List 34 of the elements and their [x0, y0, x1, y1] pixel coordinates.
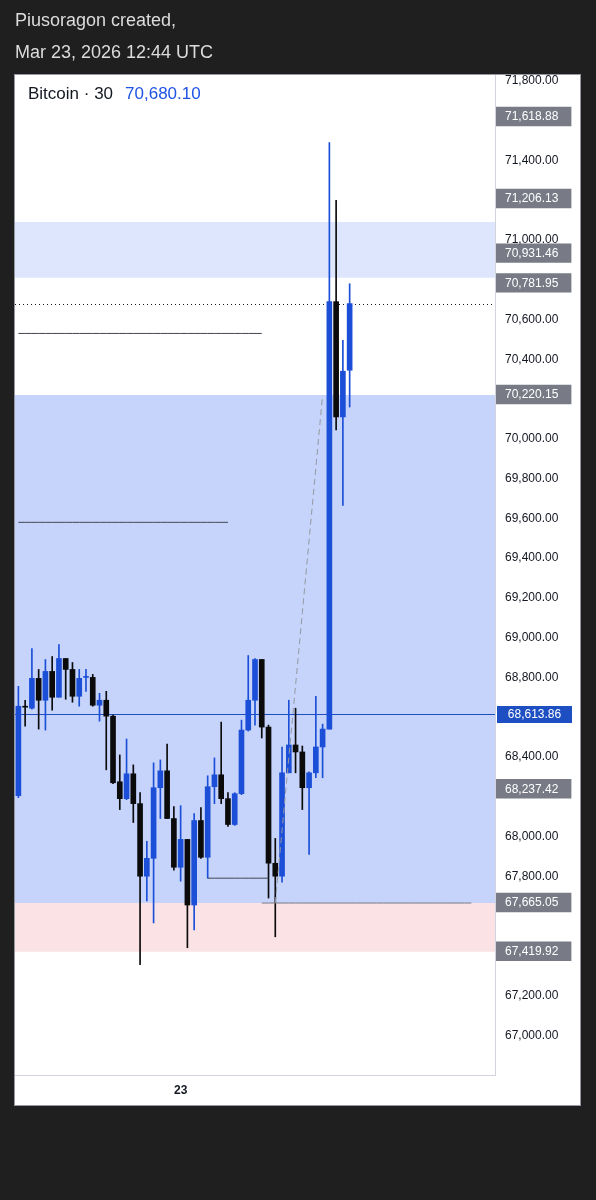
y-tick-label: 71,618.88 — [505, 109, 559, 124]
text: 70,680.10 — [125, 84, 201, 103]
y-tick-label: 68,237.42 — [505, 781, 559, 796]
y-tick-label: 71,800.00 — [505, 73, 559, 88]
y-tick-label: 70,600.00 — [505, 311, 559, 326]
y-tick-label: 69,600.00 — [505, 510, 559, 525]
text: Mar 23, 2026 12:44 UTC — [15, 41, 214, 64]
y-tick-label: 71,000.00 — [505, 232, 559, 247]
y-tick-label: 70,781.95 — [505, 275, 559, 290]
y-tick-label: 67,800.00 — [505, 868, 559, 883]
y-tick-label: 68,800.00 — [505, 669, 559, 684]
candlestick — [83, 669, 89, 692]
y-tick-label: 67,419.92 — [505, 944, 559, 959]
y-tick-label: 69,000.00 — [505, 629, 559, 644]
y-tick-label: 67,665.05 — [505, 895, 559, 910]
y-tick-label: 69,400.00 — [505, 550, 559, 565]
y-tick-label: 70,400.00 — [505, 351, 559, 366]
x-tick-label: 23 — [173, 1082, 188, 1097]
ref-line-label: 68,613.86 — [507, 707, 562, 722]
y-tick-label: 71,400.00 — [505, 152, 559, 167]
candlestick — [22, 699, 28, 727]
text: Bitcoin · 30 — [28, 84, 114, 103]
y-tick-label: 69,800.00 — [505, 470, 559, 485]
y-tick-label: 67,200.00 — [505, 987, 559, 1002]
y-tick-label: 70,220.15 — [505, 387, 559, 402]
y-tick-label: 68,400.00 — [505, 749, 559, 764]
candlestick — [103, 690, 110, 771]
y-tick-label: 68,000.00 — [505, 828, 559, 843]
y-tick-label: 70,931.46 — [505, 245, 559, 260]
y-tick-label: 67,000.00 — [505, 1027, 559, 1042]
y-tick-label: 70,000.00 — [505, 431, 559, 446]
y-tick-label: 69,200.00 — [505, 590, 559, 605]
y-tick-label: 71,206.13 — [505, 191, 559, 206]
text: Piusoragon created, — [15, 9, 178, 32]
